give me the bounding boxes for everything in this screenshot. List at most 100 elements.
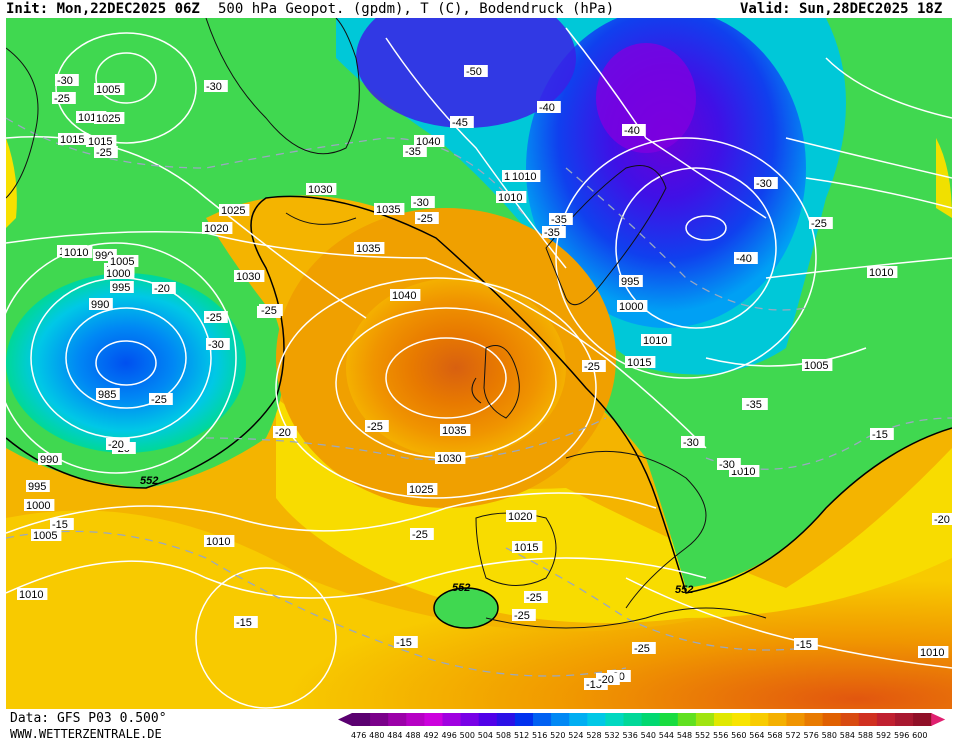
isobar-label-bg xyxy=(202,222,233,234)
legend-swatch xyxy=(388,713,407,726)
isotherm-f xyxy=(565,167,807,311)
isobar-1000-east xyxy=(555,137,817,379)
legend-swatch xyxy=(605,713,624,726)
temp-label-bg xyxy=(717,458,741,470)
legend-swatch xyxy=(695,713,715,726)
legend-tick-label: 576 xyxy=(804,731,819,740)
isobars xyxy=(6,27,952,709)
isobar-label-bg xyxy=(62,246,93,258)
legend-tick-label: 600 xyxy=(912,731,927,740)
isobar-995-east xyxy=(615,167,777,329)
temp-label: -25 xyxy=(151,394,167,406)
isobar-label: 1000 xyxy=(26,500,50,512)
temperature-labels: -30-25-25-30-50-40-35-45-40-35-30-25-35-… xyxy=(50,65,952,691)
legend-tick-label: 536 xyxy=(623,731,638,740)
temp-label-bg xyxy=(870,428,894,440)
west-edge-yellow xyxy=(6,138,17,228)
isobar-label-bg xyxy=(89,298,113,310)
atlantic-low-core xyxy=(6,273,246,453)
isobar-label: 1005 xyxy=(96,84,120,96)
legend-swatch xyxy=(876,713,896,726)
legend-tick-label: 524 xyxy=(568,731,583,740)
temp-label: -25 xyxy=(526,592,542,604)
temp-label: -25 xyxy=(811,218,827,230)
temp-label: -25 xyxy=(206,312,222,324)
legend-tick-label: 568 xyxy=(767,731,782,740)
legend-tick-label: 564 xyxy=(749,731,764,740)
isobar-label: 995 xyxy=(621,276,639,288)
isobar-label: 1025 xyxy=(409,484,433,496)
isobar-label: 1015 xyxy=(627,357,651,369)
isobar-label-bg xyxy=(390,289,421,301)
isobar-label-bg xyxy=(234,270,265,282)
legend-tick-label: 488 xyxy=(405,731,420,740)
temp-label-bg xyxy=(234,616,258,628)
temp-label-bg xyxy=(542,226,566,238)
temp-label-bg xyxy=(365,420,389,432)
legend-tick-label: 552 xyxy=(695,731,710,740)
legend-tick-label: 476 xyxy=(351,731,366,740)
isobar-label-bg xyxy=(407,483,438,495)
isobar-1005-north xyxy=(95,52,157,104)
temp-label: -20 xyxy=(598,674,614,686)
legend-tick-label: 516 xyxy=(532,731,547,740)
east-edge-yellow xyxy=(936,138,952,218)
isobar-label-bg xyxy=(17,588,48,600)
legend-swatch xyxy=(732,713,751,726)
legend-tick-label: 480 xyxy=(369,731,384,740)
isobar-labels: 1005 1010 1015 1025 1020 1030 1040 1035 1010 990 1… xyxy=(17,83,949,659)
canada-coast xyxy=(6,47,39,199)
legend-tick-label: 592 xyxy=(876,731,891,740)
chart-header: Init: Mon,22DEC2025 06Z 500 hPa Geopot. … xyxy=(0,0,959,18)
isobar-label-bg xyxy=(108,255,139,267)
isobar-label: 995 xyxy=(112,282,130,294)
isobar-label-bg xyxy=(94,83,125,95)
legend-arrow-left xyxy=(338,713,352,726)
temp-label-bg xyxy=(106,438,130,450)
isobar-label-bg xyxy=(58,133,89,145)
isobar-990 xyxy=(65,307,187,409)
temp-label-bg xyxy=(410,528,434,540)
isobar-label-bg xyxy=(38,453,62,465)
isobar-label-bg xyxy=(96,388,120,400)
legend-swatch xyxy=(840,713,860,726)
isobar-label: 1005 xyxy=(110,256,134,268)
legend-tick-label: 484 xyxy=(387,731,402,740)
legend-tick-label: 560 xyxy=(731,731,746,740)
isobar-label: 1040 xyxy=(392,290,416,302)
isobar-label-bg xyxy=(918,646,949,658)
isobar-label: 1010 xyxy=(869,267,893,279)
temp-label: -15 xyxy=(52,519,68,531)
isobar-label: 1035 xyxy=(356,243,380,255)
legend-swatch xyxy=(786,713,805,726)
legend-swatch xyxy=(768,713,787,726)
legend-swatch xyxy=(460,713,480,726)
isobar-1030-east xyxy=(825,57,952,119)
britain-coast xyxy=(483,345,520,419)
temp-label: -30 xyxy=(756,178,772,190)
legend-swatch xyxy=(352,713,371,726)
color-legend: 476 480 484 488 492 496 500 504 508 512 516 520 524 5… xyxy=(338,713,946,740)
isobar-label-bg xyxy=(510,170,541,182)
weather-map: 1005 1010 1015 1025 1020 1030 1040 1035 1010 990 1… xyxy=(6,18,952,709)
temp-label: -50 xyxy=(466,66,482,78)
isobar-1010-north xyxy=(55,32,197,144)
legend-tick-label: 596 xyxy=(894,731,909,740)
temp-label-bg xyxy=(403,145,427,157)
temp-label: -15 xyxy=(872,429,888,441)
isobar-label: 990 xyxy=(91,299,109,311)
legend-swatch xyxy=(478,713,498,726)
isobar-1020-east xyxy=(805,177,952,209)
scandinavia-coast xyxy=(545,165,667,306)
temp-label: -25 xyxy=(54,93,70,105)
legend-swatch xyxy=(533,713,552,726)
temp-label: -30 xyxy=(206,81,222,93)
isobar-label-bg xyxy=(354,242,385,254)
isobar-1010-lower xyxy=(6,557,707,599)
legend-swatch xyxy=(442,713,462,726)
isotherm-a xyxy=(6,117,527,219)
temp-label-bg xyxy=(932,513,952,525)
isobar-label-bg xyxy=(26,480,50,492)
temp-label-bg xyxy=(512,609,536,621)
legend-swatch xyxy=(370,713,389,726)
